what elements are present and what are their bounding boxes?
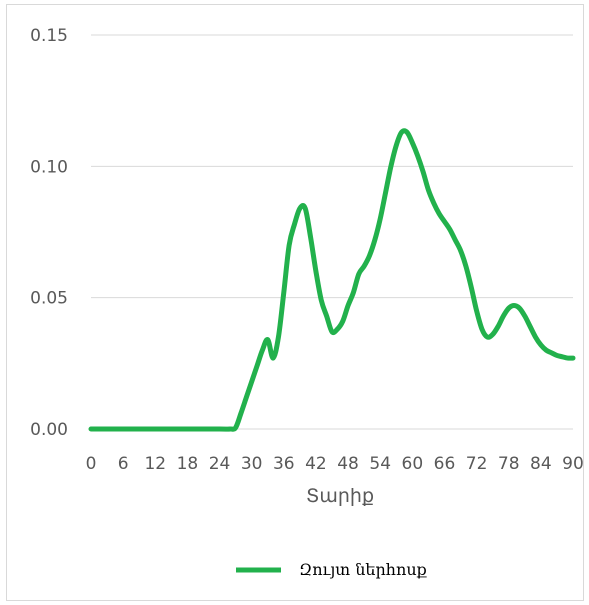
x-tick-label: 48 [337, 454, 359, 474]
x-tick-label: 84 [530, 454, 552, 474]
x-tick-label: 66 [434, 454, 456, 474]
y-tick-label: 0.15 [30, 26, 68, 46]
legend-label: Զույտ ներհոսք [299, 560, 428, 579]
x-tick-label: 78 [498, 454, 520, 474]
legend: Զույտ ներհոսք [236, 560, 428, 579]
x-axis-ticks: 0 6 12 18 24 30 36 42 48 54 60 66 72 78 84 90 [86, 454, 584, 474]
x-tick-label: 54 [369, 454, 391, 474]
x-tick-label: 60 [402, 454, 424, 474]
x-tick-label: 12 [144, 454, 166, 474]
x-tick-label: 0 [86, 454, 97, 474]
x-axis-label: Տարիք [306, 485, 374, 507]
series-lines [88, 128, 576, 432]
chart-frame [6, 4, 584, 601]
x-tick-label: 42 [305, 454, 327, 474]
y-tick-label: 0.10 [30, 157, 68, 177]
gridlines [91, 34, 573, 430]
y-tick-label: 0.05 [30, 289, 68, 309]
x-tick-label: 6 [118, 454, 129, 474]
x-tick-label: 90 [562, 454, 584, 474]
series-line-0 [88, 128, 576, 432]
x-tick-label: 18 [177, 454, 199, 474]
x-tick-label: 24 [209, 454, 231, 474]
y-tick-label: 0.00 [30, 420, 68, 440]
y-axis-ticks: 0.00 0.05 0.10 0.15 [30, 26, 68, 440]
x-tick-label: 72 [466, 454, 488, 474]
x-tick-label: 30 [241, 454, 263, 474]
x-tick-label: 36 [273, 454, 295, 474]
